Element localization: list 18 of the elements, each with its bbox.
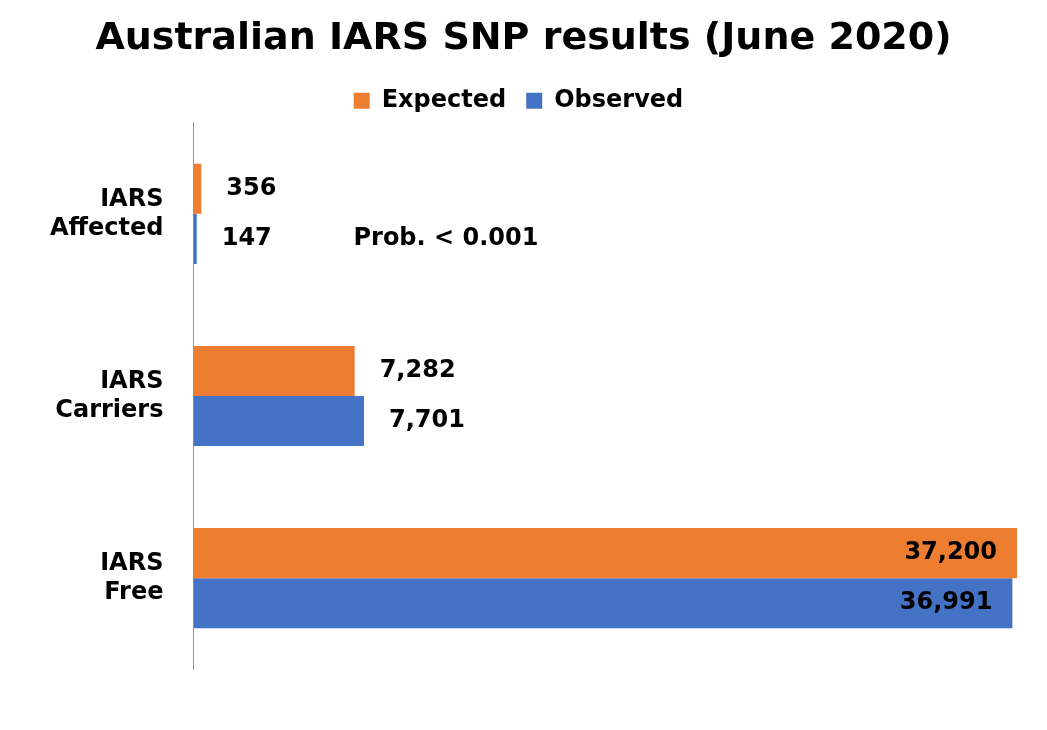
data-label: 147 bbox=[221, 223, 272, 252]
bar bbox=[193, 345, 355, 396]
data-label: 37,200 bbox=[904, 537, 997, 566]
data-label: 356 bbox=[226, 173, 277, 202]
bar bbox=[193, 213, 197, 264]
data-label: 7,282 bbox=[379, 355, 456, 384]
bar bbox=[193, 396, 364, 447]
legend-label: Observed bbox=[554, 85, 684, 114]
y-tick-label: IARS Free bbox=[100, 547, 164, 605]
bar bbox=[193, 528, 1017, 579]
y-tick-label: IARS Carriers bbox=[55, 365, 164, 423]
chart-title: Australian IARS SNP results (June 2020) bbox=[94, 14, 953, 60]
data-label: 7,701 bbox=[388, 405, 465, 434]
legend-label: Expected bbox=[381, 85, 507, 114]
data-label: 36,991 bbox=[899, 587, 993, 616]
bar bbox=[193, 578, 1013, 629]
y-tick-label: IARS Affected bbox=[50, 183, 164, 241]
annotation: Prob. < 0.001 bbox=[353, 223, 539, 252]
